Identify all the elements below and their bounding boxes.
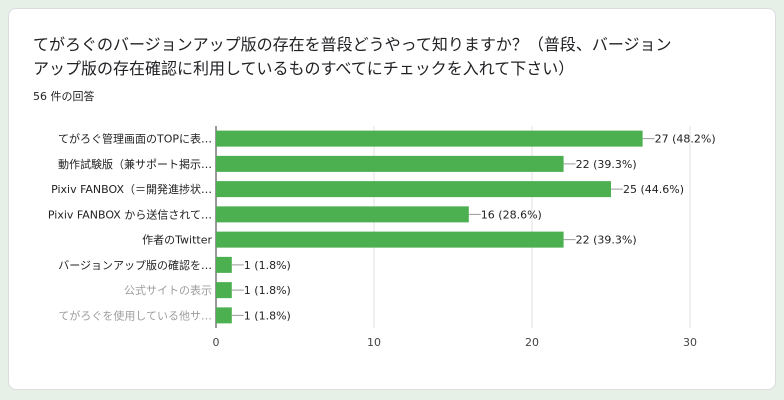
category-label: てがろぐ管理画面のTOPに表… — [58, 132, 212, 146]
value-label: 1 (1.8%) — [244, 309, 291, 322]
x-tick-label: 10 — [367, 336, 381, 349]
x-tick-label: 20 — [525, 336, 539, 349]
category-label: 動作試験版（兼サポート掲示… — [58, 157, 212, 171]
x-tick-label: 0 — [213, 336, 220, 349]
value-label: 22 (39.3%) — [576, 158, 637, 171]
question-title: てがろぐのバージョンアップ版の存在を普段どうやって知りますか？（普段、バージョン… — [33, 35, 672, 78]
x-tick-label: 30 — [683, 336, 697, 349]
value-label: 1 (1.8%) — [244, 259, 291, 272]
question-card: てがろぐのバージョンアップ版の存在を普段どうやって知りますか？（普段、バージョン… — [8, 8, 776, 390]
bar — [216, 130, 643, 147]
value-label: 25 (44.6%) — [623, 183, 684, 196]
category-label: バージョンアップ版の確認を… — [58, 258, 212, 272]
value-label: 22 (39.3%) — [576, 234, 637, 247]
category-label: 作者のTwitter — [142, 234, 212, 247]
category-label: Pixiv FANBOX（＝開発進捗状… — [51, 182, 212, 196]
category-label: 公式サイトの表示 — [124, 283, 212, 297]
category-label: てがろぐを使用している他サ… — [58, 308, 212, 322]
value-label: 1 (1.8%) — [244, 284, 291, 297]
bar — [216, 155, 564, 172]
value-label: 27 (48.2%) — [655, 133, 716, 146]
bar — [216, 206, 469, 223]
bar — [216, 231, 564, 248]
bar — [216, 181, 611, 198]
bar — [216, 307, 232, 324]
category-label: Pixiv FANBOX から送信されて… — [48, 207, 212, 221]
bar — [216, 256, 232, 273]
value-label: 16 (28.6%) — [481, 208, 542, 221]
bar — [216, 282, 232, 299]
response-count: 56 件の回答 — [33, 90, 95, 103]
